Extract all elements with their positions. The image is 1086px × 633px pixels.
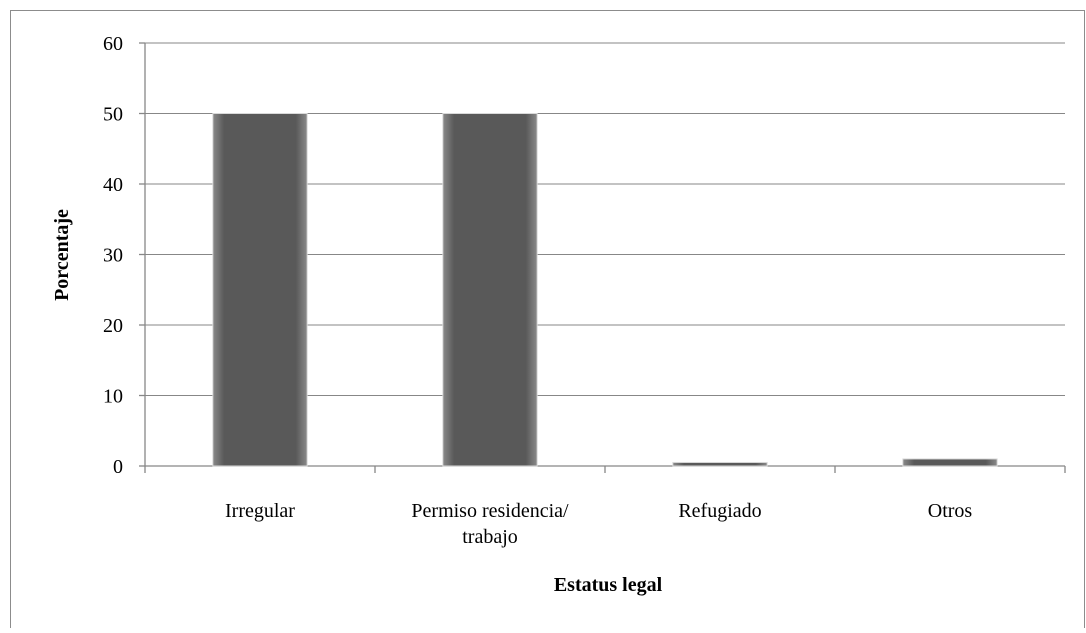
y-tick-label: 50 (103, 104, 123, 126)
bar (902, 458, 998, 467)
x-tick-label: Permiso residencia/trabajo (411, 500, 569, 548)
y-tick-label: 20 (103, 315, 123, 337)
bar (672, 461, 768, 467)
x-axis-title: Estatus legal (554, 574, 663, 596)
y-tick-label: 40 (103, 174, 123, 196)
y-tick-label: 30 (103, 245, 123, 267)
chart-frame (10, 10, 1085, 631)
x-tick-label: Otros (928, 500, 973, 522)
y-tick-label: 10 (103, 386, 123, 408)
bar (212, 113, 308, 467)
y-tick-label: 0 (113, 456, 123, 478)
y-tick-label: 60 (103, 33, 123, 55)
x-tick-label: Irregular (225, 500, 295, 522)
x-tick-label: Refugiado (678, 500, 761, 522)
bar (442, 113, 538, 467)
y-axis-title: Porcentaje (51, 209, 73, 301)
